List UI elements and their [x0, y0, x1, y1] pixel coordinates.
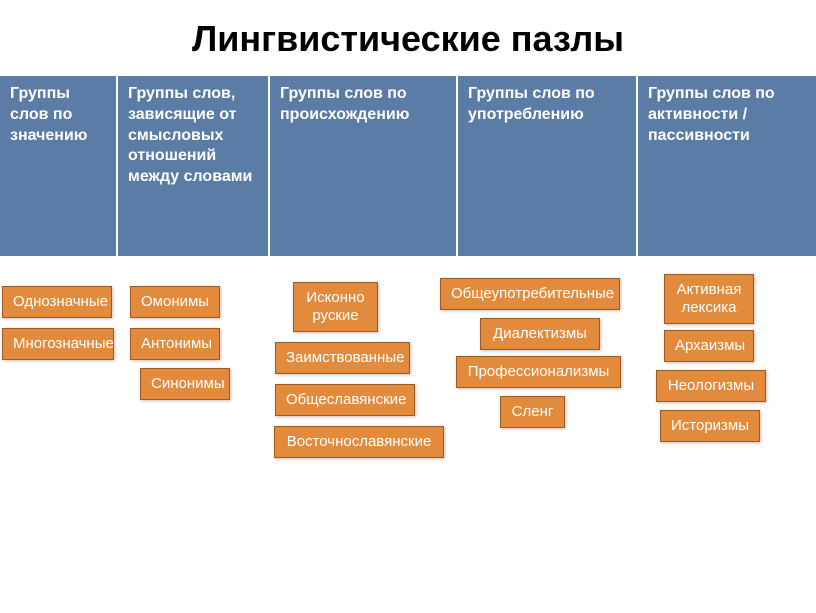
tag-slang[interactable]: Сленг: [500, 396, 565, 428]
header-by-semantic-relations: Группы слов, зависящие от смысловых отно…: [118, 76, 270, 256]
tag-historisms[interactable]: Историзмы: [660, 410, 760, 442]
tag-archaisms[interactable]: Архаизмы: [664, 330, 754, 362]
header-by-activity: Группы слов по активности / пассивности: [638, 76, 816, 256]
tag-antonyms[interactable]: Антонимы: [130, 328, 220, 360]
tag-neologisms[interactable]: Неологизмы: [656, 370, 766, 402]
tag-common-slavic[interactable]: Общеславянские: [275, 384, 415, 416]
tag-native-russian[interactable]: Исконно руские: [293, 282, 378, 332]
tag-unambiguous[interactable]: Однозначные: [2, 286, 112, 318]
tag-active-vocab[interactable]: Активная лексика: [664, 274, 754, 324]
tag-professionalisms[interactable]: Профессионализмы: [456, 356, 621, 388]
tag-common-usage[interactable]: Общеупотребительные: [440, 278, 620, 310]
tag-dialectisms[interactable]: Диалектизмы: [480, 318, 600, 350]
tag-synonyms[interactable]: Синонимы: [140, 368, 230, 400]
tag-polysemous[interactable]: Многозначные: [2, 328, 114, 360]
header-by-usage: Группы слов по употреблению: [458, 76, 638, 256]
tag-homonyms[interactable]: Омонимы: [130, 286, 220, 318]
category-header-row: Группы слов по значению Группы слов, зав…: [0, 74, 816, 256]
page-title: Лингвистические пазлы: [0, 0, 816, 74]
header-by-origin: Группы слов по происхождению: [270, 76, 458, 256]
tag-borrowed[interactable]: Заимствованные: [275, 342, 410, 374]
puzzle-tag-area: Однозначные Многозначные Омонимы Антоним…: [0, 256, 816, 596]
header-by-meaning: Группы слов по значению: [0, 76, 118, 256]
tag-east-slavic[interactable]: Восточнославянские: [274, 426, 444, 458]
